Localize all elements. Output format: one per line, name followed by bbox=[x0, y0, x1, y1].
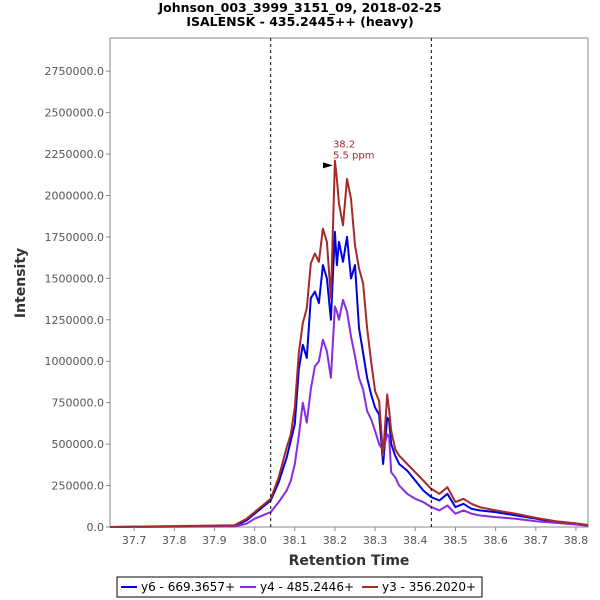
x-tick-label: 38.7 bbox=[524, 534, 549, 547]
legend-label: y3 - 356.2020+ bbox=[382, 580, 476, 594]
series-group bbox=[109, 159, 589, 528]
x-tick-label: 38.1 bbox=[283, 534, 308, 547]
y-tick-label: 0.0 bbox=[87, 521, 105, 534]
chart-subtitle: ISALENSK - 435.2445++ (heavy) bbox=[186, 14, 413, 29]
series-line-y4 bbox=[109, 298, 589, 528]
x-axis: 37.7 37.8 37.9 38.0 38.1 38.2 38.3 38.4 38.5 38.6… bbox=[122, 527, 588, 547]
legend: y6 - 669.3657+ y4 - 485.2446+ y3 - 356.202… bbox=[116, 576, 483, 598]
y-tick-label: 2000000.0 bbox=[45, 189, 105, 202]
x-tick-label: 38.6 bbox=[483, 534, 508, 547]
x-tick-label: 37.9 bbox=[202, 534, 227, 547]
peak-annotation: 38.2 5.5 ppm bbox=[322, 139, 375, 169]
chart-title: Johnson_003_3999_3151_09, 2018-02-25 bbox=[157, 0, 441, 16]
y-axis-label: Intensity bbox=[13, 248, 29, 318]
peak-arrow-icon bbox=[322, 162, 333, 169]
legend-box bbox=[116, 576, 483, 598]
annotation-rt: 38.2 bbox=[333, 139, 355, 150]
y-tick-label: 1000000.0 bbox=[45, 355, 105, 368]
x-tick-label: 38.0 bbox=[242, 534, 267, 547]
legend-label: y4 - 485.2446+ bbox=[260, 580, 354, 594]
series-line-y6 bbox=[109, 230, 589, 528]
x-tick-label: 37.8 bbox=[162, 534, 187, 547]
y-tick-label: 1500000.0 bbox=[45, 272, 105, 285]
y-tick-label: 250000.0 bbox=[52, 480, 105, 493]
annotation-ppm: 5.5 ppm bbox=[333, 150, 375, 161]
y-tick-label: 2500000.0 bbox=[45, 107, 105, 120]
y-axis: 0.0 250000.0 500000.0 750000.0 1000000.0 1250… bbox=[45, 65, 110, 534]
x-tick-label: 37.7 bbox=[122, 534, 147, 547]
x-tick-label: 38.2 bbox=[323, 534, 348, 547]
plot-area bbox=[109, 37, 589, 528]
y-tick-label: 500000.0 bbox=[52, 438, 105, 451]
y-tick-label: 2250000.0 bbox=[45, 148, 105, 161]
y-tick-label: 1750000.0 bbox=[45, 231, 105, 244]
legend-label: y6 - 669.3657+ bbox=[141, 580, 235, 594]
series-line-y3 bbox=[109, 159, 589, 528]
y-tick-label: 750000.0 bbox=[52, 397, 105, 410]
x-tick-label: 38.5 bbox=[443, 534, 468, 547]
x-tick-label: 38.3 bbox=[363, 534, 388, 547]
y-tick-label: 2750000.0 bbox=[45, 65, 105, 78]
x-tick-label: 38.4 bbox=[403, 534, 428, 547]
x-tick-label: 38.8 bbox=[564, 534, 589, 547]
y-tick-label: 1250000.0 bbox=[45, 314, 105, 327]
x-axis-label: Retention Time bbox=[289, 553, 410, 569]
